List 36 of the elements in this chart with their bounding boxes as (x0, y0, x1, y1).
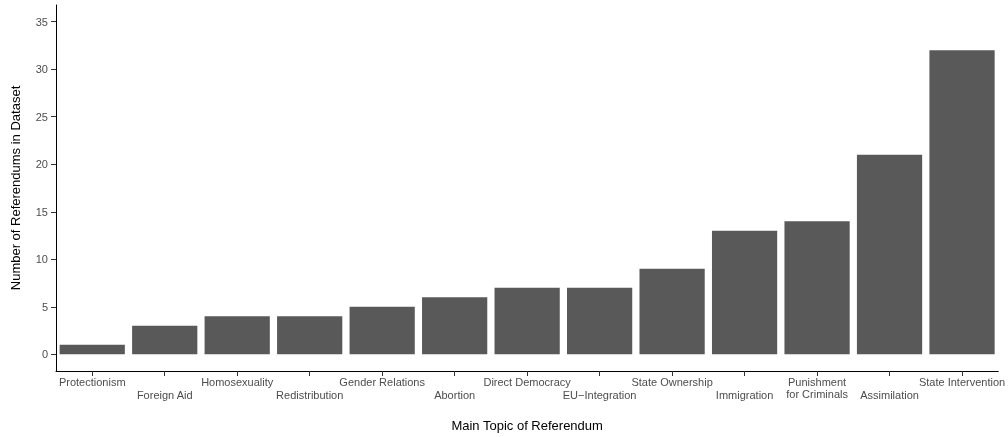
x-tick-label: Assimilation (860, 389, 919, 401)
x-tick-label: Gender Relations (339, 376, 426, 388)
x-tick-label: State Ownership (631, 376, 713, 388)
bar (349, 306, 415, 355)
y-tick-label: 0 (41, 348, 48, 361)
bar (856, 154, 923, 355)
x-tick-label: Immigration (715, 389, 774, 401)
bar (711, 230, 778, 355)
bar (132, 325, 198, 355)
bar (929, 50, 995, 355)
y-tick-label: 35 (35, 15, 48, 28)
y-tick-label: 25 (35, 110, 48, 123)
y-tick-label: 15 (35, 205, 48, 218)
bar (567, 287, 633, 355)
y-tick-label: 20 (35, 158, 48, 171)
bar (204, 316, 270, 355)
bar (59, 344, 125, 355)
x-tick-label: EU−Integration (562, 389, 637, 401)
bar (494, 287, 560, 355)
x-axis-title: Main Topic of Referendum (451, 418, 603, 433)
x-tick-label: Punishment for Criminals (786, 376, 849, 400)
bar (639, 268, 705, 355)
x-tick-label: Protectionism (58, 376, 126, 388)
x-tick-label: Direct Democracy (483, 376, 572, 388)
y-tick-label: 30 (35, 63, 48, 76)
y-axis-title: Number of Referendums in Dataset (8, 85, 23, 291)
bar (277, 316, 343, 355)
bar (784, 221, 850, 355)
x-tick-label: Redistribution (276, 389, 344, 401)
x-tick-label: Homosexuality (201, 376, 274, 388)
bar (422, 297, 488, 355)
x-tick-label: Abortion (434, 389, 476, 401)
x-tick-label: Foreign Aid (136, 389, 193, 401)
y-tick-label: 10 (35, 253, 48, 266)
x-tick-label: State Intervention (918, 376, 1006, 388)
y-tick-label: 5 (41, 300, 48, 313)
